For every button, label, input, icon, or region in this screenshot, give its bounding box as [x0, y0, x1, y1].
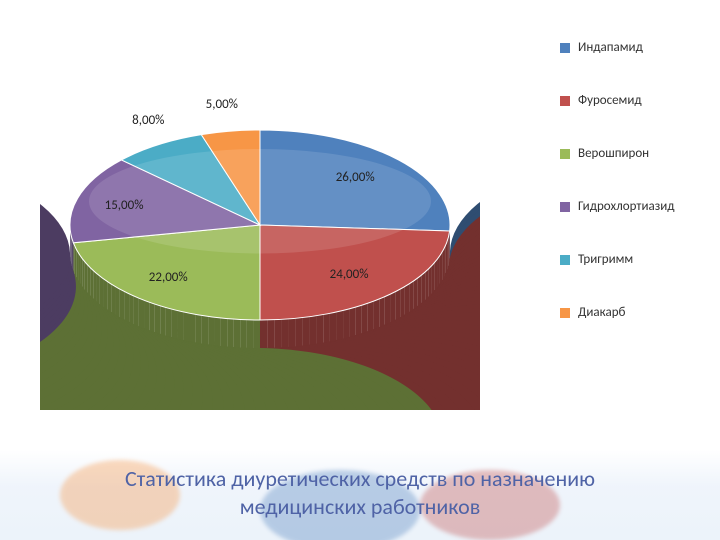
- caption-line1: Статистика диуретических средств по назн…: [125, 465, 595, 492]
- legend-label: Тригримм: [578, 252, 633, 267]
- page-root: 26,00% 24,00% 22,00% 15,00% 8,00% 5,00% Индап…: [0, 0, 720, 540]
- pie-data-label: 26,00%: [336, 170, 375, 185]
- legend-swatch: [560, 96, 570, 106]
- pie-data-label: 15,00%: [105, 198, 144, 213]
- legend-label: Фуросемид: [578, 93, 642, 108]
- legend: Индапамид Фуросемид Верошпирон Гидрохлортиа…: [560, 40, 700, 358]
- legend-item: Гидрохлортиазид: [560, 199, 700, 214]
- pie-chart-svg: [40, 30, 480, 410]
- chart-caption: Статистика диуретических средств по назн…: [0, 465, 720, 520]
- legend-label: Индапамид: [578, 40, 643, 55]
- pie-chart: 26,00% 24,00% 22,00% 15,00% 8,00% 5,00%: [40, 30, 480, 410]
- legend-label: Гидрохлортиазид: [578, 199, 675, 214]
- legend-item: Тригримм: [560, 252, 700, 267]
- legend-item: Фуросемид: [560, 93, 700, 108]
- pie-data-label: 22,00%: [149, 270, 188, 285]
- pie-data-label: 8,00%: [132, 113, 164, 128]
- legend-swatch: [560, 308, 570, 318]
- pie-data-label: 24,00%: [330, 267, 369, 282]
- legend-item: Индапамид: [560, 40, 700, 55]
- legend-swatch: [560, 255, 570, 265]
- legend-swatch: [560, 43, 570, 53]
- legend-swatch: [560, 202, 570, 212]
- pie-data-label: 5,00%: [206, 97, 238, 112]
- legend-item: Диакарб: [560, 305, 700, 320]
- legend-item: Верошпирон: [560, 146, 700, 161]
- legend-label: Диакарб: [578, 305, 625, 320]
- caption-line2: медицинских работников: [240, 493, 481, 520]
- legend-label: Верошпирон: [578, 146, 649, 161]
- legend-swatch: [560, 149, 570, 159]
